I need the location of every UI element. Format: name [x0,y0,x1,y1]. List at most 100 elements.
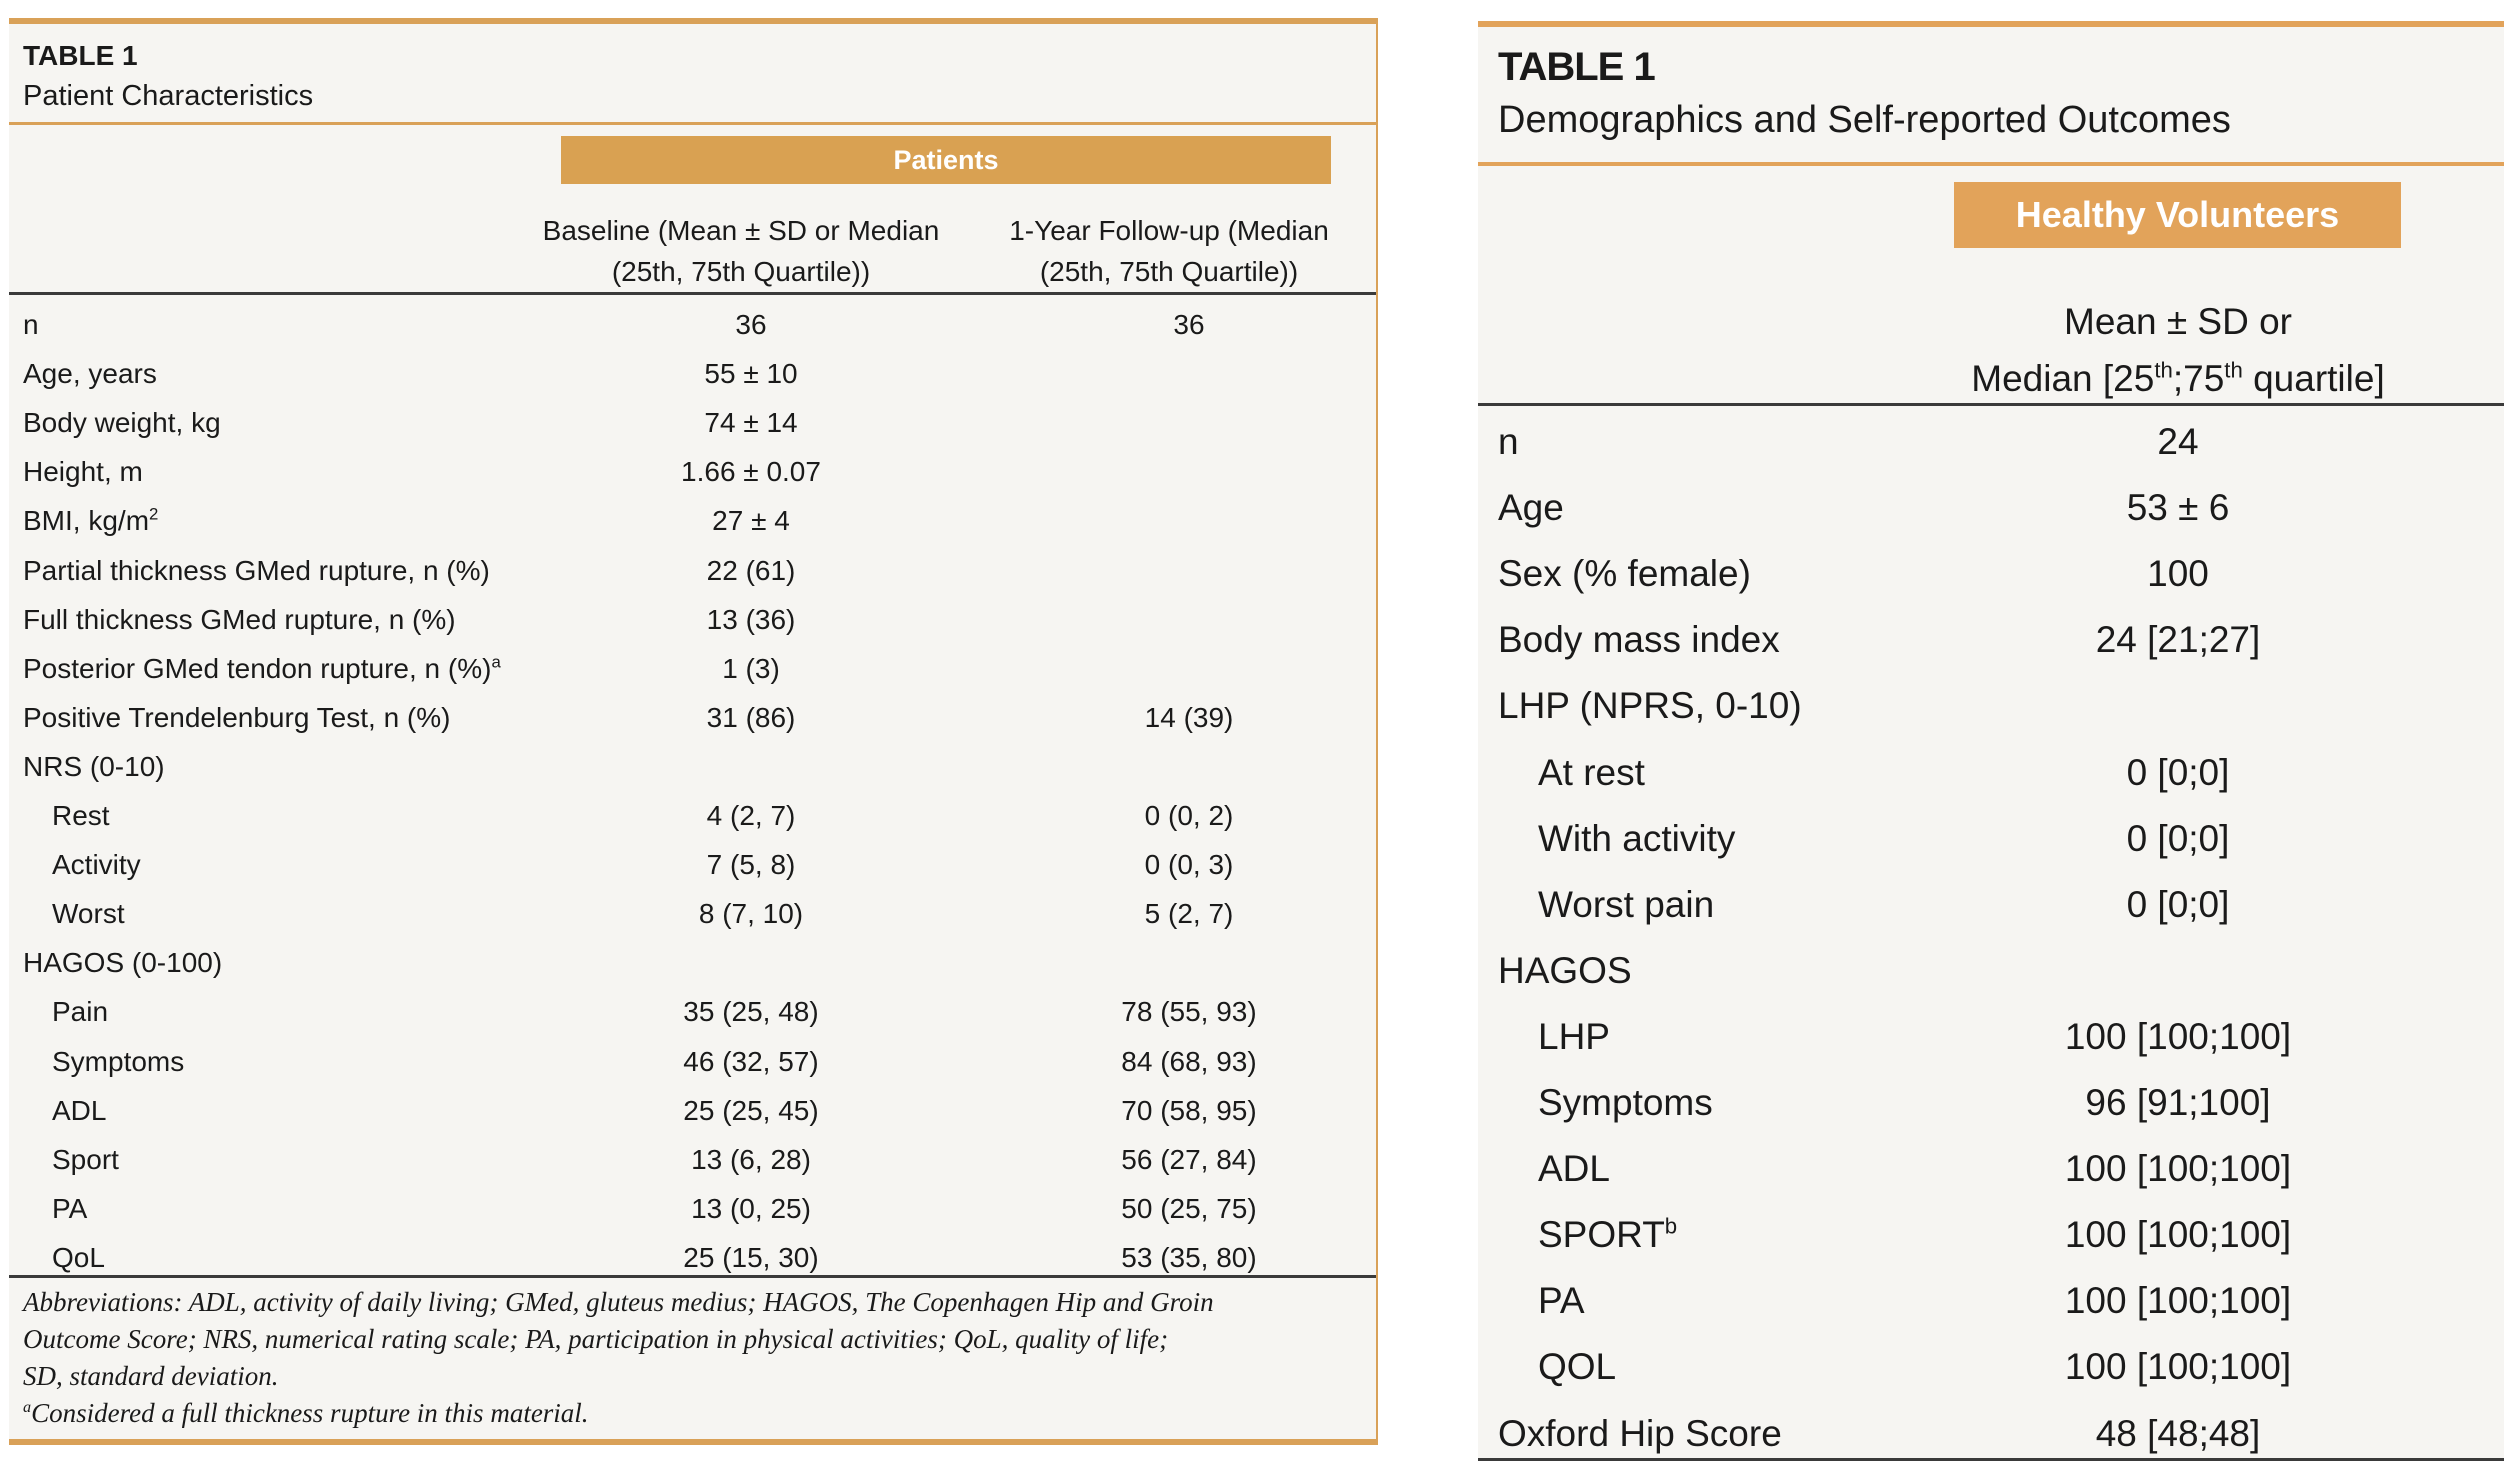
table-row: Body mass index 24 [21;27] [1478,607,2504,673]
table-row: Symptoms 46 (32, 57) 84 (68, 93) [9,1037,1376,1086]
row-label: Age, years [23,349,157,398]
row-label-text: PA [52,1192,88,1224]
row-label-text: Sport [52,1143,119,1175]
table-row: Age, years 55 ± 10 [9,349,1376,398]
row-label: HAGOS [1498,938,1632,1004]
table-title: Patient Characteristics [23,80,314,112]
row-label: Posterior GMed tendon rupture, n (%)a [23,644,501,693]
row-label-text: Oxford Hip Score [1498,1412,1782,1454]
group-header-healthy-volunteers: Healthy Volunteers [1954,182,2401,248]
row-value: 0 [0;0] [2126,817,2230,859]
row-value: 24 [21;27] [2095,619,2261,661]
table-row: PA 13 (0, 25) 50 (25, 75) [9,1184,1376,1233]
table-row: PA 100 [100;100] [1478,1268,2504,1334]
row-label: Positive Trendelenburg Test, n (%) [23,693,450,742]
table-row: LHP (NPRS, 0-10) [1478,673,2504,739]
row-label: ADL [52,1086,106,1135]
footnote: aConsidered a full thickness rupture in … [23,1398,589,1428]
table-header: TABLE 1 Demographics and Self-reported O… [1478,27,2504,166]
row-value: 100 [100;100] [2064,1346,2292,1388]
table-row: HAGOS (0-100) [9,938,1376,987]
row-label-text: n [23,309,39,340]
followup-value: 0 (0, 3) [1144,849,1234,881]
table-row: SPORTb 100 [100;100] [1478,1202,2504,1268]
table-label: TABLE 1 [23,40,138,71]
row-label-text: LHP [1538,1015,1610,1057]
table-row: Worst pain 0 [0;0] [1478,872,2504,938]
row-label: LHP (NPRS, 0-10) [1498,673,1802,739]
abbreviations-line-3: SD, standard deviation. [23,1361,279,1391]
row-label-text: Symptoms [1538,1082,1713,1123]
followup-value: 53 (35, 80) [1121,1241,1257,1273]
baseline-value: 25 (25, 45) [683,1094,819,1126]
row-label-text: ADL [1538,1148,1610,1190]
table-row: Sex (% female) 100 [1478,541,2504,607]
column-header-mean-median: Mean ± SD or Median [25th;75th quartile] [1971,301,2385,399]
table-row: QOL 100 [100;100] [1478,1334,2504,1400]
row-label-text: Worst pain [1538,883,1715,925]
row-label: LHP [1538,1004,1610,1070]
table-notes: Abbreviations: ADL, activity of daily li… [23,1284,1373,1432]
baseline-value: 7 (5, 8) [706,849,796,881]
table-title: Demographics and Self-reported Outcomes [1498,99,2231,141]
header-rule [9,292,1376,295]
followup-value: 56 (27, 84) [1121,1143,1257,1175]
row-label-text: QoL [52,1241,105,1273]
row-value: 100 [100;100] [2064,1148,2292,1190]
table-row: LHP 100 [100;100] [1478,1004,2504,1070]
row-label-text: Body mass index [1498,619,1780,661]
row-label: QoL [52,1233,105,1282]
group-header-patients: Patients [561,136,1331,184]
row-label-text: Symptoms [52,1045,185,1077]
row-label-sup: b [1664,1213,1678,1239]
followup-value: 0 (0, 2) [1144,800,1234,831]
baseline-value: 74 ± 14 [704,407,798,439]
row-label: PA [1538,1268,1585,1334]
row-value: 96 [91;100] [2085,1082,2271,1123]
row-label: SPORTb [1538,1202,1677,1268]
table-header: TABLE 1 Patient Characteristics [9,24,1376,125]
table-label: TABLE 1 [1498,45,1656,89]
row-label-text: n [1498,421,1519,462]
table-row: Height, m 1.66 ± 0.07 [9,447,1376,496]
row-label: Symptoms [1538,1070,1713,1136]
row-label-text: SPORT [1538,1214,1665,1256]
row-label: With activity [1538,806,1735,872]
abbreviations-line-1: Abbreviations: ADL, activity of daily li… [23,1287,1214,1317]
baseline-value: 1 (3) [722,652,780,684]
abbreviations-line-2: Outcome Score; NRS, numerical rating sca… [23,1324,1169,1354]
row-label-text: Age, years [23,358,157,390]
row-label: Symptoms [52,1037,184,1086]
row-label: QOL [1538,1334,1616,1400]
baseline-value: 25 (15, 30) [683,1241,819,1273]
followup-value: 14 (39) [1144,701,1234,733]
row-label-text: Worst [52,898,125,930]
table-row: Symptoms 96 [91;100] [1478,1070,2504,1136]
baseline-value: 46 (32, 57) [683,1045,819,1077]
baseline-value: 35 (25, 48) [683,996,819,1028]
table-row: ADL 100 [100;100] [1478,1136,2504,1202]
row-label: Sport [52,1135,119,1184]
followup-value: 36 [1173,309,1205,340]
row-label-text: ADL [52,1094,107,1126]
row-label: At rest [1538,740,1645,806]
bottom-rule [9,1275,1376,1278]
baseline-value: 13 (6, 28) [691,1143,811,1175]
row-value: 100 [100;100] [2064,1214,2292,1256]
followup-value: 78 (55, 93) [1121,996,1257,1028]
table-row: QoL 25 (15, 30) 53 (35, 80) [9,1233,1376,1282]
row-label: Rest [52,791,110,840]
row-label-text: Full thickness GMed rupture, n (%) [23,603,456,635]
table-row: n 36 36 [9,300,1376,349]
row-label-text: With activity [1538,817,1736,859]
row-label: n [1498,409,1519,475]
table-row: At rest 0 [0;0] [1478,740,2504,806]
table-row: Full thickness GMed rupture, n (%) 13 (36… [9,595,1376,644]
row-value: 24 [2157,421,2199,462]
row-label-text: BMI, kg/m [23,505,150,537]
row-label-sup: 2 [149,505,159,525]
row-label: Worst pain [1538,872,1714,938]
baseline-value: 8 (7, 10) [698,898,804,930]
row-label-text: QOL [1538,1346,1617,1388]
row-label-text: HAGOS [1498,949,1632,991]
